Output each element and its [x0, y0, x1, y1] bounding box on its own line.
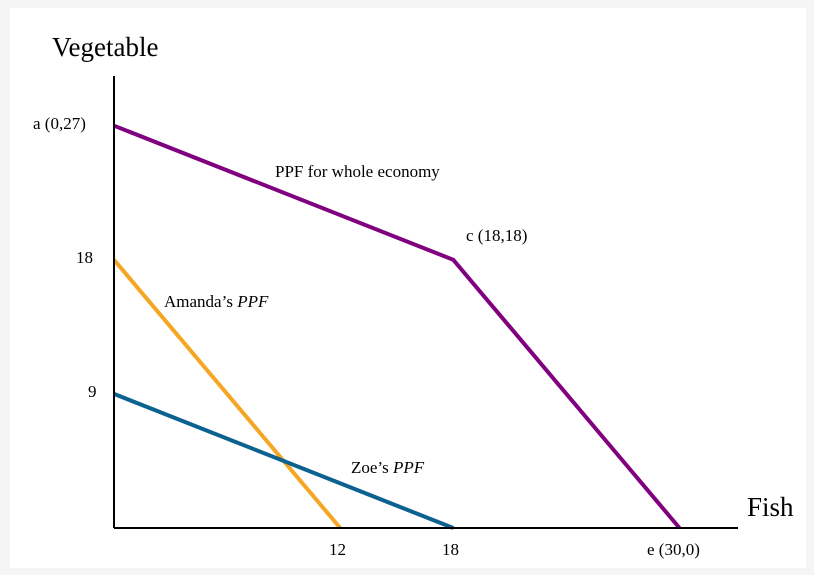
amanda-ppf-label-text: Amanda’s: [164, 292, 237, 311]
y-axis-title: Vegetable: [52, 32, 158, 62]
y-tick-labels: a (0,27) 18 9: [33, 114, 97, 401]
zoe-ppf-label: Zoe’s PPF: [351, 458, 425, 477]
plot-background: [10, 8, 806, 568]
x-tick-label-18: 18: [442, 540, 459, 559]
zoe-ppf-line: [113, 392, 455, 530]
y-tick-label-9: 9: [88, 382, 97, 401]
zoe-ppf-label-italic: PPF: [392, 458, 425, 477]
x-tick-labels: 12 18 e (30,0): [329, 540, 700, 559]
axes: [113, 76, 738, 529]
amanda-ppf-label-italic: PPF: [236, 292, 269, 311]
x-tick-label-12: 12: [329, 540, 346, 559]
amanda-ppf-line: [112, 258, 342, 530]
y-tick-label-18: 18: [76, 248, 93, 267]
point-c-label: c (18,18): [466, 226, 527, 245]
y-tick-label-a: a (0,27): [33, 114, 86, 133]
x-axis-title: Fish: [747, 492, 794, 522]
zoe-ppf-label-text: Zoe’s: [351, 458, 393, 477]
amanda-ppf-label: Amanda’s PPF: [164, 292, 269, 311]
economy-ppf-label: PPF for whole economy: [275, 162, 440, 181]
economy-ppf-line: [113, 123, 682, 530]
series-layer: [112, 123, 682, 530]
x-tick-label-e: e (30,0): [647, 540, 700, 559]
